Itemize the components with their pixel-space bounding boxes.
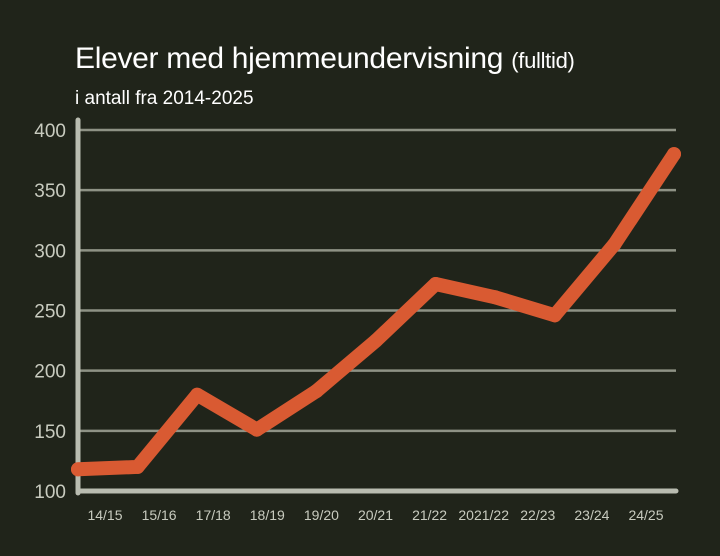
x-tick-label: 21/22: [412, 507, 447, 523]
x-tick-label: 2021/22: [458, 507, 509, 523]
chart-title-suffix: (fulltid): [511, 48, 575, 73]
y-tick-label: 400: [34, 121, 66, 142]
data-point: [369, 333, 383, 348]
x-tick-label: 19/20: [304, 507, 339, 523]
x-tick-label: 15/16: [142, 507, 177, 523]
series: [71, 147, 681, 477]
y-tick-label: 350: [34, 181, 66, 202]
x-tick-label: 18/19: [250, 507, 285, 523]
x-tick-label: 24/25: [628, 507, 663, 523]
y-tick-label: 300: [34, 241, 66, 262]
x-tick-label: 23/24: [574, 507, 609, 523]
gridlines: [78, 128, 676, 433]
data-point: [667, 147, 681, 162]
data-point: [428, 277, 443, 292]
x-tick-label: 17/18: [196, 507, 231, 523]
data-point: [130, 459, 145, 474]
x-tick-label: 22/23: [520, 507, 555, 523]
y-tick-label: 200: [34, 362, 66, 383]
y-tick-label: 150: [34, 422, 66, 443]
data-point: [190, 387, 205, 402]
y-tick-label: 100: [34, 482, 66, 503]
y-tick-label: 250: [34, 302, 66, 323]
x-tick-labels: 14/15 15/16 17/18 18/19 19/20 20/21 21/22 2021/…: [87, 507, 663, 523]
y-tick-labels: 100 150 200 250 300 350 400: [34, 121, 66, 503]
chart-title-main: Elever med hjemmeundervisning: [75, 42, 504, 75]
axes: [75, 117, 679, 496]
data-point: [547, 308, 562, 323]
x-tick-label: 20/21: [358, 507, 393, 523]
chart-title: Elever med hjemmeundervisning (fulltid): [75, 42, 575, 76]
chart-subtitle: i antall fra 2014-2025: [75, 88, 254, 109]
data-point: [249, 422, 264, 437]
x-tick-label: 14/15: [87, 507, 122, 523]
data-point: [488, 290, 503, 305]
data-point: [71, 462, 85, 477]
data-point: [607, 237, 622, 252]
data-point: [309, 384, 324, 399]
